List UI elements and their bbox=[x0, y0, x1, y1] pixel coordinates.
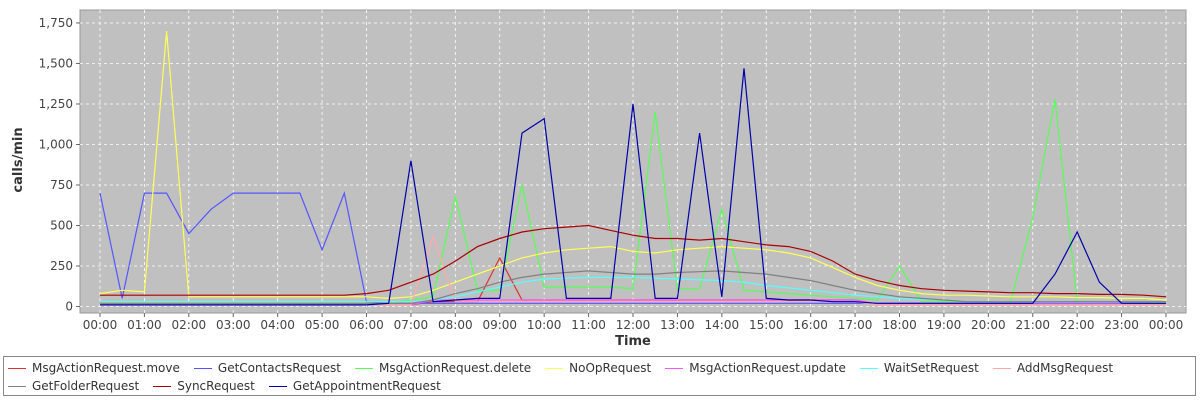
legend-label: AddMsgRequest bbox=[1016, 361, 1114, 375]
legend-item: NoOpRequest bbox=[545, 359, 651, 377]
legend-label: SyncRequest bbox=[177, 379, 255, 393]
x-tick-label: 17:00 bbox=[838, 318, 873, 332]
legend-swatch bbox=[268, 385, 287, 387]
x-tick-label: 02:00 bbox=[172, 318, 207, 332]
legend-item: GetContactsRequest bbox=[193, 359, 341, 377]
x-tick-label: 06:00 bbox=[349, 318, 384, 332]
x-tick-label: 00:00 bbox=[83, 318, 118, 332]
chart: calls/min Time 0 250 500 750 1,000 1,250 1,500… bbox=[11, 9, 1187, 349]
legend-item: WaitSetRequest bbox=[859, 359, 979, 377]
legend-label: NoOpRequest bbox=[569, 361, 652, 375]
legend-label: MsgActionRequest.delete bbox=[378, 361, 532, 375]
x-tick-label: 22:00 bbox=[1060, 318, 1095, 332]
x-tick-label: 23:00 bbox=[1104, 318, 1139, 332]
y-tick-label: 0 bbox=[65, 300, 73, 314]
x-tick-label: 12:00 bbox=[616, 318, 651, 332]
x-tick-label: 09:00 bbox=[482, 318, 517, 332]
y-tick-label: 250 bbox=[50, 259, 73, 273]
x-tick-label: 11:00 bbox=[571, 318, 606, 332]
x-axis-title: Time bbox=[615, 334, 651, 349]
legend-swatch bbox=[859, 367, 878, 369]
legend-swatch bbox=[153, 385, 172, 387]
legend-label: GetFolderRequest bbox=[32, 379, 140, 393]
legend-label: MsgActionRequest.move bbox=[32, 361, 180, 375]
legend-swatch bbox=[665, 367, 684, 369]
y-tick-label: 1,250 bbox=[39, 97, 73, 111]
legend-item: AddMsgRequest bbox=[992, 359, 1114, 377]
legend-item: MsgActionRequest.move bbox=[8, 359, 180, 377]
y-tick-label: 1,000 bbox=[39, 137, 73, 151]
legend-swatch bbox=[992, 367, 1011, 369]
x-tick-label: 05:00 bbox=[305, 318, 340, 332]
y-tick-label: 750 bbox=[50, 178, 73, 192]
x-tick-label: 15:00 bbox=[749, 318, 784, 332]
x-tick-label: 18:00 bbox=[882, 318, 917, 332]
series-line bbox=[100, 270, 1166, 304]
x-tick-label: 10:00 bbox=[527, 318, 562, 332]
legend-item: SyncRequest bbox=[153, 377, 255, 395]
x-tick-label: 08:00 bbox=[438, 318, 473, 332]
legend-item: GetAppointmentRequest bbox=[268, 377, 441, 395]
legend-item: MsgActionRequest.update bbox=[665, 359, 846, 377]
x-tick-label: 13:00 bbox=[660, 318, 695, 332]
legend-label: GetContactsRequest bbox=[217, 361, 341, 375]
x-tick-label: 07:00 bbox=[394, 318, 429, 332]
legend-swatch bbox=[545, 367, 564, 369]
x-tick-label: 03:00 bbox=[216, 318, 251, 332]
legend: MsgActionRequest.move GetContactsRequest M… bbox=[3, 356, 1196, 396]
y-axis-title: calls/min bbox=[11, 127, 26, 192]
x-tick-label: 21:00 bbox=[1015, 318, 1050, 332]
series-line bbox=[100, 224, 1167, 298]
legend-swatch bbox=[8, 385, 26, 387]
legend-item: GetFolderRequest bbox=[8, 377, 139, 395]
x-tick-label: 19:00 bbox=[927, 318, 962, 332]
series-line bbox=[99, 31, 1167, 301]
legend-item: MsgActionRequest.delete bbox=[354, 359, 532, 377]
y-tick-label: 1,500 bbox=[39, 56, 73, 70]
y-tick-label: 1,750 bbox=[39, 16, 73, 30]
x-tick-label: 14:00 bbox=[705, 318, 740, 332]
legend-swatch bbox=[8, 367, 26, 369]
x-tick-label: 04:00 bbox=[260, 318, 295, 332]
x-tick-label: 16:00 bbox=[793, 318, 828, 332]
legend-label: MsgActionRequest.update bbox=[689, 361, 846, 375]
legend-label: WaitSetRequest bbox=[883, 361, 979, 375]
x-tick-label: 01:00 bbox=[127, 318, 162, 332]
legend-swatch bbox=[193, 367, 212, 369]
x-tick-label: 00:00 bbox=[1149, 318, 1184, 332]
legend-swatch bbox=[354, 367, 373, 369]
legend-label: GetAppointmentRequest bbox=[292, 379, 441, 393]
series-line bbox=[100, 68, 1166, 306]
x-tick-label: 20:00 bbox=[971, 318, 1006, 332]
y-tick-label: 500 bbox=[50, 219, 73, 233]
